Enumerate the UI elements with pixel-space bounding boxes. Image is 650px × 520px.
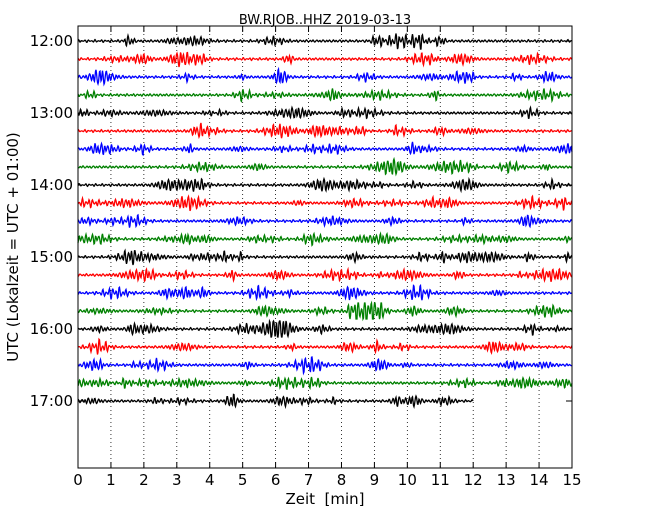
y-axis-ticks: 12:00 13:00 14:00 15:00 16:00 17:00 [30,32,572,410]
x-tick-label: 4 [205,471,215,489]
grid-lines [110,26,540,468]
x-tick-label: 9 [370,471,380,489]
y-axis-label: UTC (Lokalzeit = UTC + 01:00) [4,132,22,362]
trace-line [77,231,573,247]
x-tick-label: 10 [398,471,417,489]
trace-line [77,266,573,284]
chart-title: BW.RJOB..HHZ 2019-03-13 [239,13,411,28]
trace-line [77,87,573,104]
trace-line [77,51,573,68]
trace-line [77,156,573,177]
x-tick-label: 3 [172,471,182,489]
x-axis-ticks: 0 1 2 3 4 5 6 7 8 9 10 11 12 13 14 15 [73,26,582,489]
x-tick-label: 7 [304,471,314,489]
y-tick-label: 14:00 [30,176,73,194]
trace-line [77,105,572,120]
seismogram-traces [77,32,573,410]
plot-area-frame [77,25,573,469]
x-tick-label: 8 [337,471,347,489]
x-tick-label: 1 [106,471,116,489]
trace-line [77,393,474,410]
trace-line [77,356,573,376]
x-tick-label: 12 [464,471,483,489]
y-tick-label: 17:00 [30,392,73,410]
y-tick-label: 13:00 [30,104,73,122]
x-tick-label: 11 [431,471,450,489]
trace-line [77,375,573,391]
trace-line [77,300,573,322]
trace-line [77,141,573,157]
x-tick-label: 5 [238,471,248,489]
trace-line [77,122,573,140]
trace-line [77,337,573,356]
x-tick-label: 0 [73,471,83,489]
y-tick-label: 12:00 [30,32,73,50]
y-tick-label: 15:00 [30,248,73,266]
trace-line [77,32,573,50]
x-tick-label: 2 [139,471,149,489]
x-tick-label: 13 [497,471,516,489]
trace-line [77,194,573,212]
trace-line [77,283,573,302]
x-tick-label: 6 [271,471,281,489]
trace-line [77,318,573,339]
trace-line [77,176,573,194]
x-tick-label: 14 [530,471,549,489]
x-tick-label: 15 [562,471,581,489]
trace-line [77,66,573,87]
y-tick-label: 16:00 [30,320,73,338]
trace-line [77,248,573,266]
trace-line [77,213,573,229]
x-axis-label: Zeit [min] [285,490,364,508]
